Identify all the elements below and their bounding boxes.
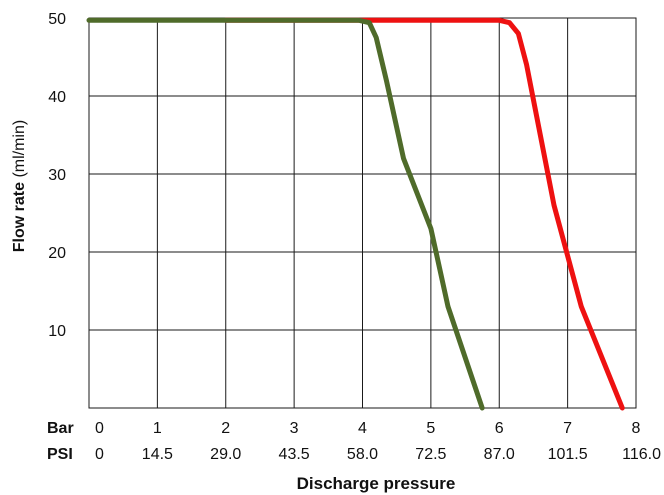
x-tick-label-psi: 101.5 bbox=[548, 446, 588, 463]
x-tick-label-psi: 116.0 bbox=[622, 446, 661, 463]
x-tick-label-psi: 14.5 bbox=[142, 446, 173, 463]
x-axis-label: Discharge pressure bbox=[297, 474, 456, 493]
y-tick-label: 20 bbox=[48, 245, 66, 262]
x-row-label-psi: PSI bbox=[47, 446, 73, 463]
x-tick-label-bar: 4 bbox=[358, 420, 367, 437]
y-axis-label: Flow rate (ml/min) bbox=[11, 120, 28, 252]
x-tick-label-psi: 58.0 bbox=[347, 446, 378, 463]
y-tick-label: 40 bbox=[48, 89, 66, 106]
x-tick-label-psi: 87.0 bbox=[484, 446, 515, 463]
y-tick-labels: 10 20 30 40 50 bbox=[48, 11, 66, 340]
y-tick-label: 30 bbox=[48, 167, 66, 184]
x-tick-label-bar: 7 bbox=[563, 420, 572, 437]
y-axis-label-bold: Flow rate bbox=[11, 182, 28, 252]
y-tick-label: 50 bbox=[48, 11, 66, 28]
y-axis-label-unit: (ml/min) bbox=[11, 120, 28, 182]
x-row-label-bar: Bar bbox=[47, 420, 74, 437]
y-tick-label: 10 bbox=[48, 323, 66, 340]
x-tick-label-bar: 1 bbox=[153, 420, 162, 437]
x-tick-label-bar: 5 bbox=[426, 420, 435, 437]
x-tick-label-psi: 72.5 bbox=[415, 446, 446, 463]
x-tick-label-bar: 8 bbox=[632, 420, 641, 437]
x-tick-label-psi: 29.0 bbox=[210, 446, 241, 463]
x-tick-label-bar: 0 bbox=[95, 420, 104, 437]
x-tick-labels: Bar PSI 0 1 2 3 4 5 6 7 8 0 14.5 29.0 43.5 58.0 72.5 87… bbox=[47, 420, 661, 463]
series-layer bbox=[86, 17, 625, 411]
x-tick-label-bar: 3 bbox=[290, 420, 299, 437]
x-tick-label-psi: 43.5 bbox=[279, 446, 310, 463]
series-line-1 bbox=[223, 17, 625, 411]
x-tick-label-bar: 2 bbox=[221, 420, 230, 437]
series-line-2 bbox=[86, 17, 485, 411]
x-tick-label-bar: 6 bbox=[495, 420, 504, 437]
x-tick-label-psi: 0 bbox=[95, 446, 104, 463]
